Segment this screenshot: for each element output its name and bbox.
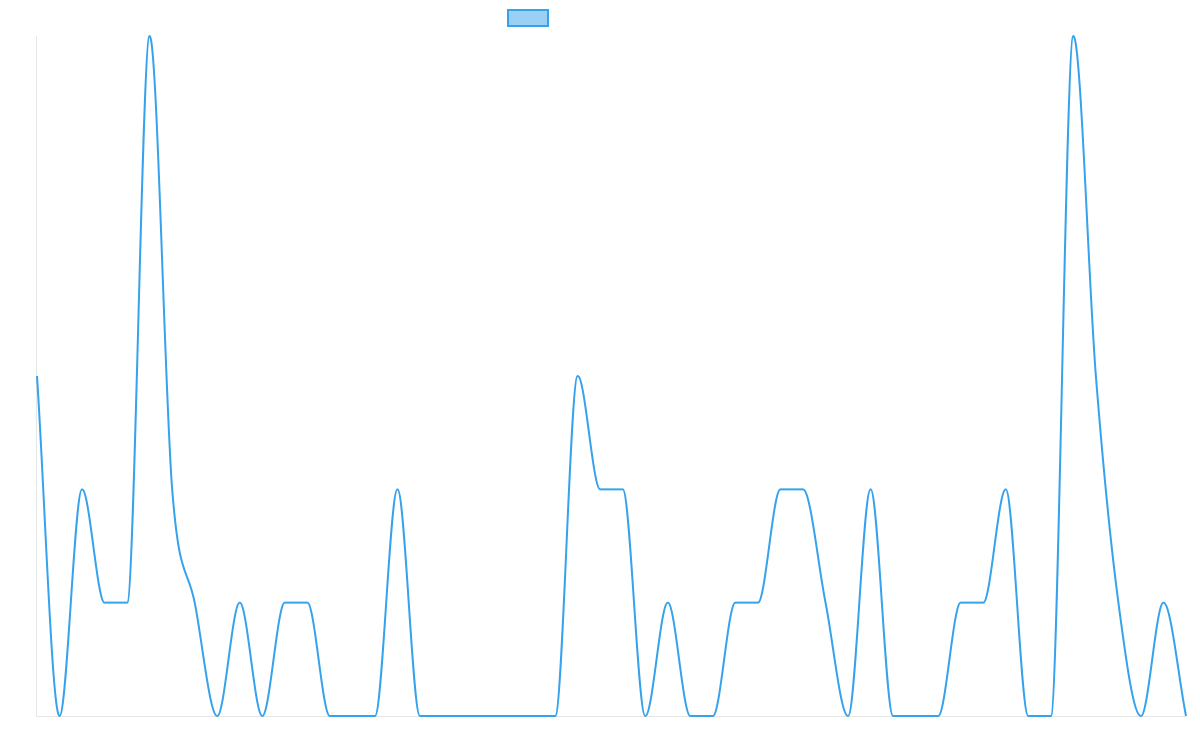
data-point-0-47[interactable] bbox=[1093, 373, 1099, 379]
series-line-0 bbox=[36, 34, 1187, 718]
data-point-0-39[interactable] bbox=[913, 713, 919, 719]
data-point-0-34[interactable] bbox=[800, 486, 806, 492]
data-point-0-17[interactable] bbox=[417, 713, 423, 719]
data-point-0-9[interactable] bbox=[237, 600, 243, 606]
data-point-0-28[interactable] bbox=[665, 600, 671, 606]
data-point-0-6[interactable] bbox=[169, 486, 175, 492]
data-point-0-40[interactable] bbox=[935, 713, 941, 719]
data-point-0-7[interactable] bbox=[192, 600, 198, 606]
data-point-0-0[interactable] bbox=[34, 373, 40, 379]
data-point-0-42[interactable] bbox=[980, 600, 986, 606]
data-point-0-16[interactable] bbox=[394, 486, 400, 492]
data-point-0-25[interactable] bbox=[597, 486, 603, 492]
data-point-0-46[interactable] bbox=[1070, 33, 1076, 39]
data-point-0-33[interactable] bbox=[777, 486, 783, 492]
data-point-0-21[interactable] bbox=[507, 713, 513, 719]
data-point-0-14[interactable] bbox=[349, 713, 355, 719]
data-point-0-37[interactable] bbox=[868, 486, 874, 492]
data-point-0-5[interactable] bbox=[147, 33, 153, 39]
data-point-0-50[interactable] bbox=[1160, 600, 1166, 606]
data-point-0-51[interactable] bbox=[1183, 713, 1189, 719]
data-point-0-36[interactable] bbox=[845, 713, 851, 719]
data-point-0-26[interactable] bbox=[620, 486, 626, 492]
data-point-0-27[interactable] bbox=[642, 713, 648, 719]
data-point-0-41[interactable] bbox=[958, 600, 964, 606]
data-point-0-20[interactable] bbox=[485, 713, 491, 719]
data-point-0-3[interactable] bbox=[102, 600, 108, 606]
data-point-0-11[interactable] bbox=[282, 600, 288, 606]
data-point-0-18[interactable] bbox=[440, 713, 446, 719]
data-point-0-13[interactable] bbox=[327, 713, 333, 719]
series-layer bbox=[34, 33, 1189, 719]
data-point-0-38[interactable] bbox=[890, 713, 896, 719]
data-point-0-12[interactable] bbox=[304, 600, 310, 606]
data-point-0-1[interactable] bbox=[57, 713, 63, 719]
data-point-0-29[interactable] bbox=[687, 713, 693, 719]
data-point-0-10[interactable] bbox=[259, 713, 265, 719]
data-point-0-30[interactable] bbox=[710, 713, 716, 719]
data-point-0-24[interactable] bbox=[575, 373, 581, 379]
data-point-0-31[interactable] bbox=[732, 600, 738, 606]
data-point-0-8[interactable] bbox=[214, 713, 220, 719]
data-point-0-44[interactable] bbox=[1025, 713, 1031, 719]
data-point-0-2[interactable] bbox=[79, 486, 85, 492]
data-point-0-23[interactable] bbox=[552, 713, 558, 719]
data-point-0-15[interactable] bbox=[372, 713, 378, 719]
data-point-0-45[interactable] bbox=[1048, 713, 1054, 719]
legend-swatch[interactable] bbox=[507, 9, 549, 27]
data-point-0-35[interactable] bbox=[823, 600, 829, 606]
data-point-0-43[interactable] bbox=[1003, 486, 1009, 492]
data-point-0-49[interactable] bbox=[1138, 713, 1144, 719]
data-point-0-22[interactable] bbox=[530, 713, 536, 719]
data-point-0-48[interactable] bbox=[1115, 600, 1121, 606]
data-point-0-32[interactable] bbox=[755, 600, 761, 606]
data-point-0-19[interactable] bbox=[462, 713, 468, 719]
data-point-0-4[interactable] bbox=[124, 600, 130, 606]
